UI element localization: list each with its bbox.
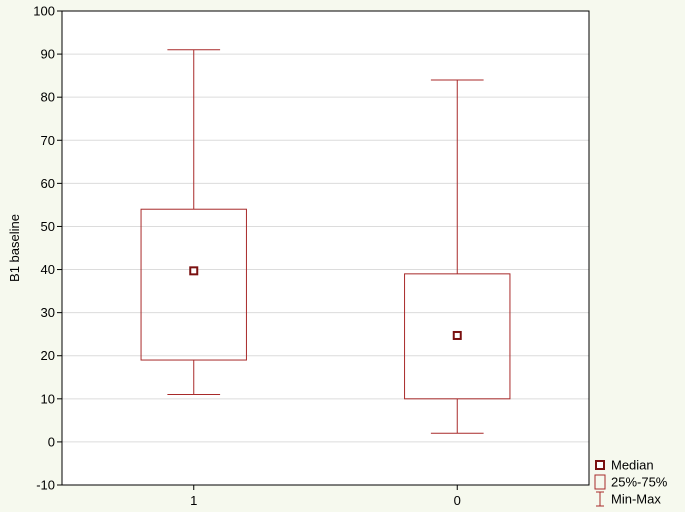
y-tick-label: 70	[41, 133, 55, 148]
legend-median-marker	[595, 460, 605, 470]
plot-area	[62, 11, 589, 485]
x-tick-label: 1	[190, 493, 197, 508]
plot-frame	[61, 10, 590, 486]
legend: Median 25%-75% Min-Max	[594, 458, 668, 507]
legend-label: Min-Max	[611, 492, 661, 507]
legend-item-median: Median	[595, 458, 654, 473]
y-axis-title: B1 baseline	[7, 214, 22, 282]
iqr-box	[140, 208, 247, 361]
y-tick-label: 60	[41, 176, 55, 191]
y-tick-label: 10	[41, 391, 55, 406]
y-tick-label: 100	[33, 4, 55, 19]
legend-label: 25%-75%	[611, 475, 668, 490]
y-tick-label: 80	[41, 90, 55, 105]
y-tick-label: 40	[41, 262, 55, 277]
legend-label: Median	[611, 458, 654, 473]
y-axis-ticks: -10 0 10 20 30 40 50 60 70 80 90 100	[33, 4, 62, 493]
y-tick-label: 0	[48, 434, 55, 449]
y-tick-label: 90	[41, 47, 55, 62]
y-tick-label: 50	[41, 219, 55, 234]
legend-item-whisker: Min-Max	[596, 491, 661, 507]
boxes-group	[140, 49, 511, 434]
x-tick-label: 0	[454, 493, 461, 508]
y-tick-label: 30	[41, 305, 55, 320]
grid-lines	[62, 53, 589, 443]
iqr-box	[404, 273, 511, 400]
box-1	[140, 49, 247, 396]
y-tick-label: 20	[41, 348, 55, 363]
legend-item-box: 25%-75%	[594, 474, 668, 490]
median-marker	[189, 266, 199, 276]
legend-box-marker	[594, 474, 606, 490]
median-marker	[452, 330, 462, 340]
box-0	[404, 79, 511, 434]
y-tick-label: -10	[36, 478, 55, 493]
